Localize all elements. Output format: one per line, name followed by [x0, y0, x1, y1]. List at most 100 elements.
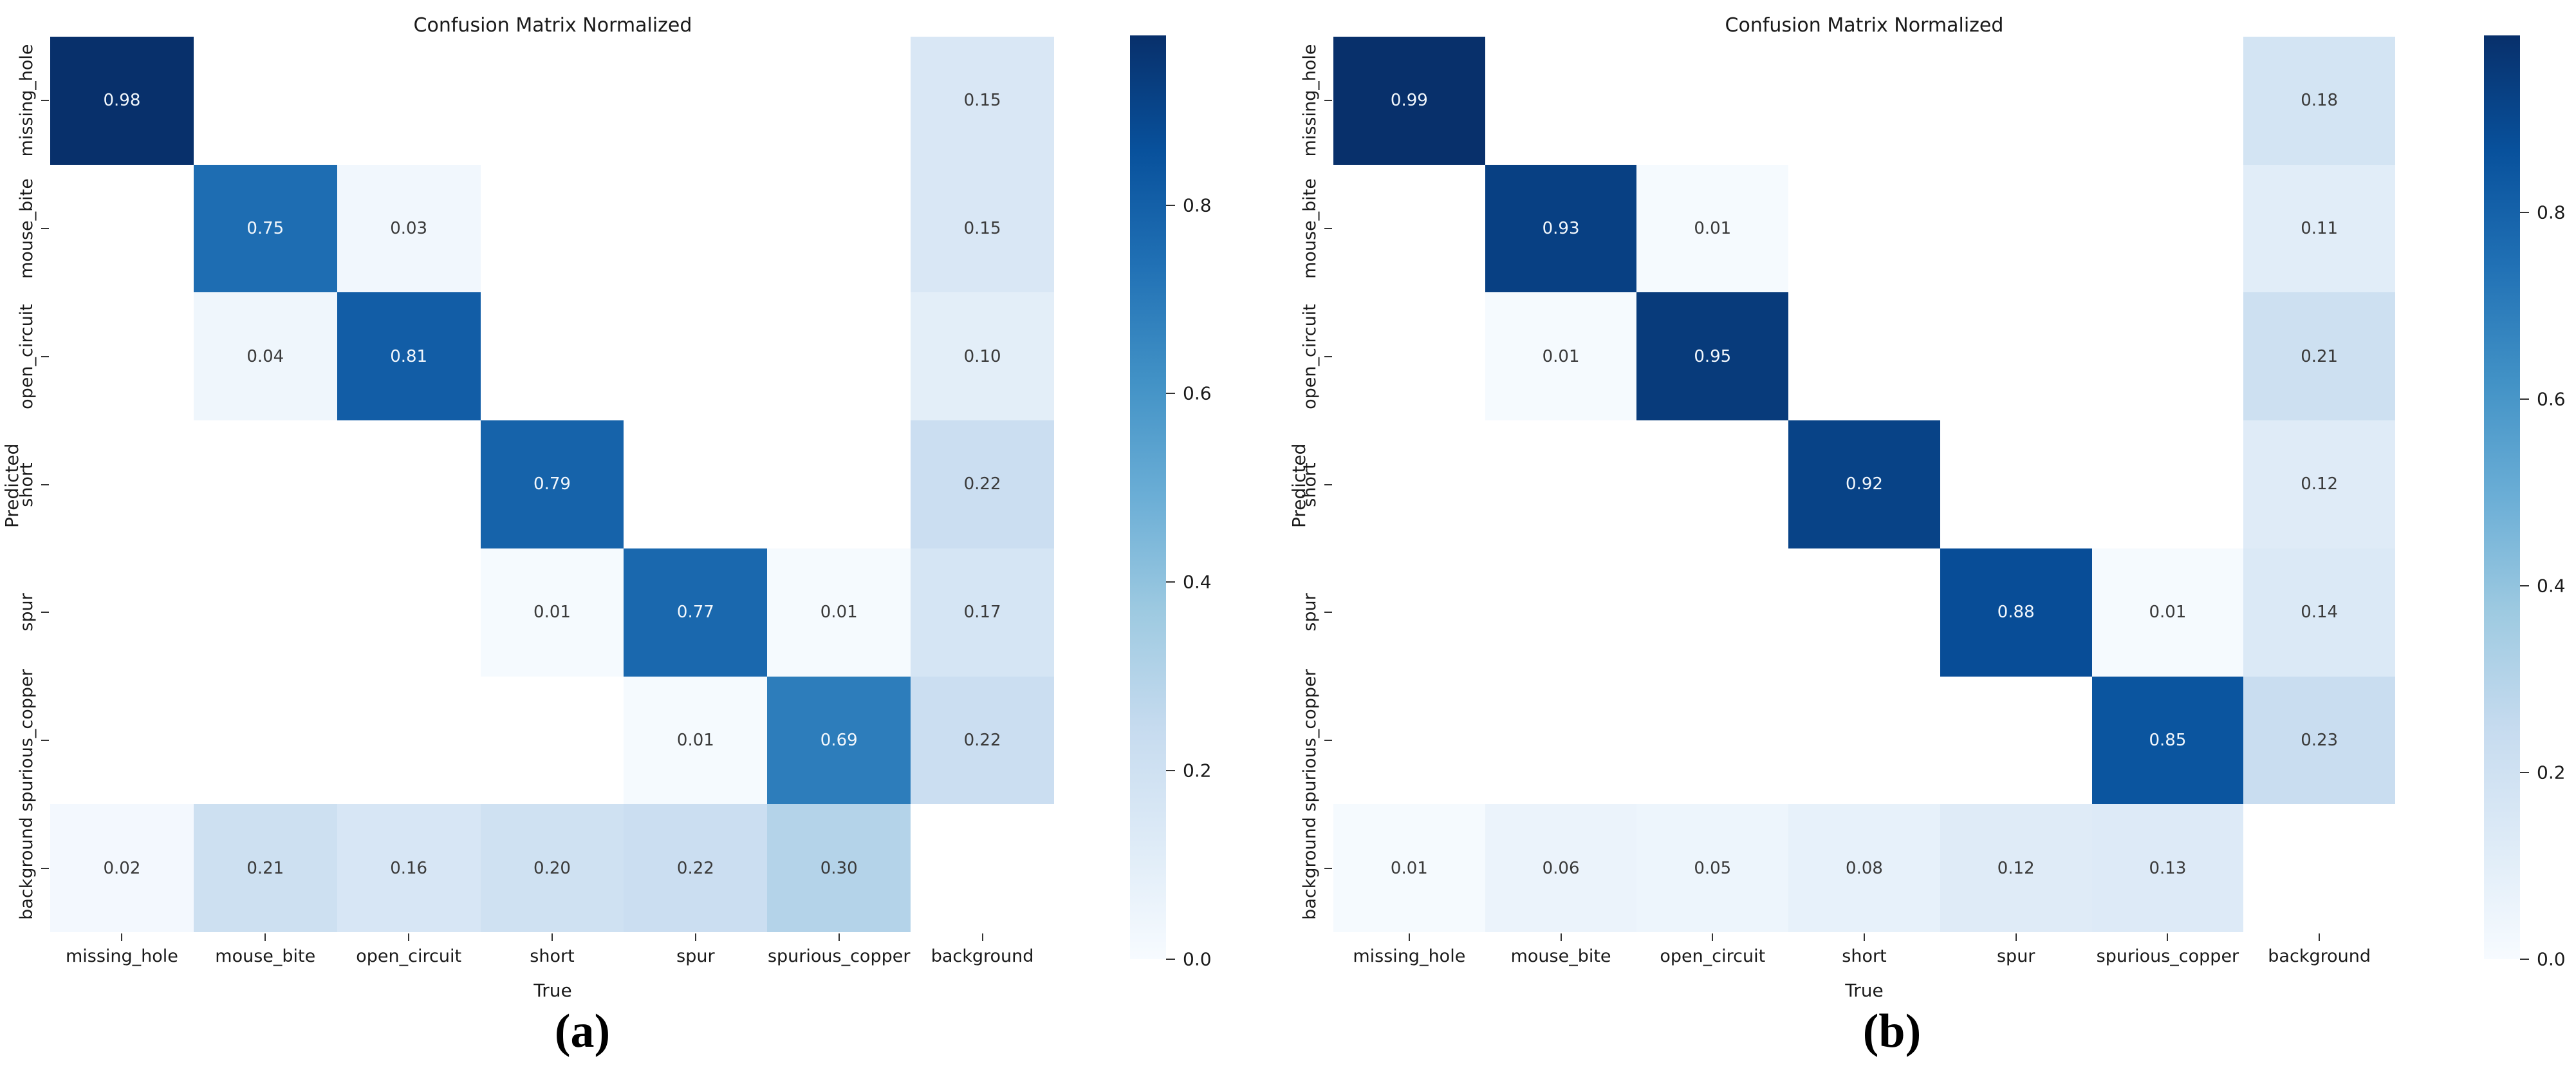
colorbar-a: 0.8 0.6 0.4 0.2 0.0 — [1130, 35, 1212, 970]
heatmap-cell: 0.01 — [1333, 804, 1485, 932]
heatmap-cell: 0.81 — [337, 292, 481, 421]
heatmap-a: 0.98 0.15 0.75 0.03 0.15 0.04 0.81 0.10 0.79 0.22… — [50, 37, 1054, 932]
x-axis-tick — [1864, 933, 1865, 941]
heatmap-cell — [1788, 676, 1940, 805]
heatmap-cell: 0.03 — [337, 164, 481, 293]
x-category-label: open_circuit — [356, 946, 462, 966]
heatmap-cell — [2091, 164, 2244, 293]
y-axis-tick — [1324, 739, 1332, 741]
colorbar-tick — [1166, 393, 1175, 395]
y-axis-tick — [41, 483, 49, 485]
heatmap-cell — [1940, 37, 2092, 165]
heatmap-b: 0.99 0.18 0.93 0.01 0.11 0.01 0.95 0.21 0.92 0.12… — [1333, 37, 2395, 932]
x-category-label: short — [1842, 946, 1887, 966]
heatmap-cell: 0.17 — [911, 548, 1054, 677]
caption-a: (a) — [554, 1005, 611, 1058]
heatmap-cell: 0.22 — [911, 676, 1054, 805]
heatmap-cell — [1940, 420, 2092, 548]
x-axis-label-a: True — [533, 980, 572, 1001]
heatmap-cell: 0.13 — [2091, 804, 2244, 932]
y-category-label: background — [1300, 816, 1320, 920]
chart-title-b: Confusion Matrix Normalized — [1725, 14, 2004, 37]
heatmap-cell: 0.95 — [1636, 292, 1789, 421]
heatmap-cell: 0.06 — [1485, 804, 1637, 932]
x-category-label: short — [530, 946, 575, 966]
heatmap-cell — [2243, 804, 2395, 932]
y-category-label: spurious_copper — [1300, 669, 1320, 812]
heatmap-cell — [1636, 548, 1789, 677]
heatmap-cell: 0.75 — [193, 164, 337, 293]
colorbar-tick — [2520, 585, 2529, 587]
heatmap-cell: 0.20 — [480, 804, 624, 932]
heatmap-cell: 0.30 — [767, 804, 911, 932]
heatmap-cell: 0.88 — [1940, 548, 2092, 677]
heatmap-cell: 0.21 — [193, 804, 337, 932]
colorbar-tick-label: 0.4 — [1183, 571, 1212, 593]
x-axis-label-b: True — [1845, 980, 1884, 1001]
y-category-label: open_circuit — [1300, 303, 1320, 409]
y-axis-tick — [41, 100, 49, 102]
heatmap-cell: 0.69 — [767, 676, 911, 805]
colorbar-tick-label: 0.4 — [2537, 575, 2566, 597]
heatmap-cell: 0.01 — [480, 548, 624, 677]
x-axis-tick — [1712, 933, 1714, 941]
heatmap-cell — [1788, 37, 1940, 165]
heatmap-cell — [767, 37, 911, 165]
colorbar-b: 0.8 0.6 0.4 0.2 0.0 — [2484, 35, 2566, 970]
colorbar-tick-label: 0.8 — [1183, 194, 1212, 216]
heatmap-cell: 0.02 — [50, 804, 194, 932]
colorbar-tick-label: 0.2 — [2537, 762, 2566, 783]
heatmap-cell — [50, 292, 194, 421]
heatmap-cell — [193, 676, 337, 805]
y-axis-tick — [1324, 867, 1332, 869]
heatmap-cell: 0.15 — [911, 164, 1054, 293]
chart-title-a: Confusion Matrix Normalized — [413, 14, 692, 37]
heatmap-cell — [767, 164, 911, 293]
colorbar-tick — [1166, 770, 1175, 772]
heatmap-cell: 0.18 — [2243, 37, 2395, 165]
heatmap-cell — [337, 37, 481, 165]
heatmap-cell — [337, 676, 481, 805]
y-category-label: spur — [17, 593, 37, 632]
heatmap-cell — [1485, 37, 1637, 165]
heatmap-cell — [480, 164, 624, 293]
colorbar-tick-label: 0.6 — [2537, 388, 2566, 410]
x-category-label: background — [931, 946, 1034, 966]
heatmap-cell: 0.23 — [2243, 676, 2395, 805]
x-axis-tick — [121, 933, 123, 941]
heatmap-cell: 0.98 — [50, 37, 194, 165]
heatmap-cell: 0.01 — [767, 548, 911, 677]
x-axis-tick — [2167, 933, 2169, 941]
heatmap-cell — [1333, 164, 1485, 293]
heatmap-cell — [1333, 292, 1485, 421]
colorbar-tick — [2520, 212, 2529, 214]
x-axis-tick — [2319, 933, 2321, 941]
heatmap-cell: 0.99 — [1333, 37, 1485, 165]
heatmap-cell — [911, 804, 1054, 932]
heatmap-cell: 0.21 — [2243, 292, 2395, 421]
heatmap-cell — [2091, 420, 2244, 548]
y-category-label: mouse_bite — [1300, 178, 1320, 279]
y-axis-tick — [1324, 483, 1332, 485]
heatmap-cell: 0.77 — [624, 548, 768, 677]
x-category-label: background — [2268, 946, 2371, 966]
heatmap-cell — [50, 548, 194, 677]
heatmap-cell — [767, 420, 911, 548]
x-axis-tick — [551, 933, 553, 941]
heatmap-cell: 0.93 — [1485, 164, 1637, 293]
heatmap-cell — [50, 164, 194, 293]
heatmap-cell: 0.22 — [624, 804, 768, 932]
x-axis-tick — [694, 933, 696, 941]
colorbar-tick-label: 0.2 — [1183, 760, 1212, 782]
y-category-label: missing_hole — [1300, 44, 1320, 157]
heatmap-cell — [480, 676, 624, 805]
colorbar-tick-label: 0.0 — [1183, 948, 1212, 970]
y-axis-tick — [41, 867, 49, 869]
heatmap-cell — [1788, 292, 1940, 421]
y-category-label: short — [1300, 462, 1320, 507]
heatmap-cell: 0.22 — [911, 420, 1054, 548]
y-axis-tick — [1324, 612, 1332, 614]
y-axis-tick — [1324, 228, 1332, 230]
heatmap-cell — [1333, 548, 1485, 677]
y-axis-tick — [41, 739, 49, 741]
